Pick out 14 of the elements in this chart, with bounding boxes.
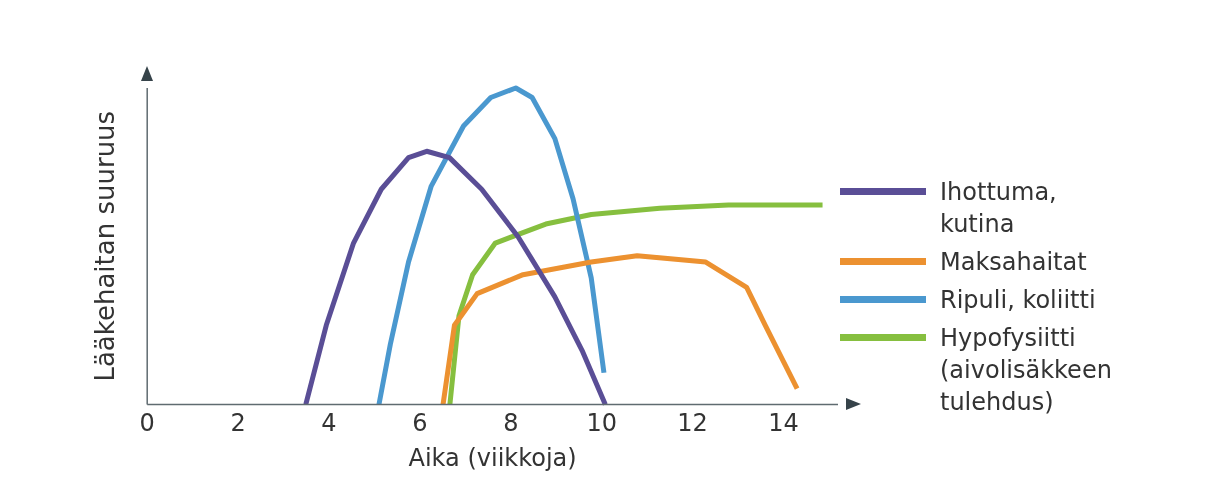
- x-tick-label: 12: [677, 409, 708, 438]
- x-tick-label: 14: [768, 409, 799, 438]
- legend-label: Ihottuma, kutina: [940, 177, 1058, 240]
- x-tick-label: 8: [503, 409, 519, 438]
- x-tick-label: 4: [321, 409, 337, 438]
- x-axis-title: Aika (viikkoja): [408, 443, 577, 472]
- x-tick-label: 2: [230, 409, 246, 438]
- x-tick-label: 6: [412, 409, 428, 438]
- legend-label: Hypofysiitti (aivolisäkkeen tulehdus): [940, 323, 1113, 418]
- x-tick-label: 0: [139, 409, 155, 438]
- legend-label: Ripuli, koliitti: [940, 285, 1097, 316]
- legend-label: Maksahaitat: [940, 247, 1088, 278]
- y-axis-title: Lääkehaitan suuruus: [90, 110, 121, 382]
- x-tick-label: 10: [586, 409, 617, 438]
